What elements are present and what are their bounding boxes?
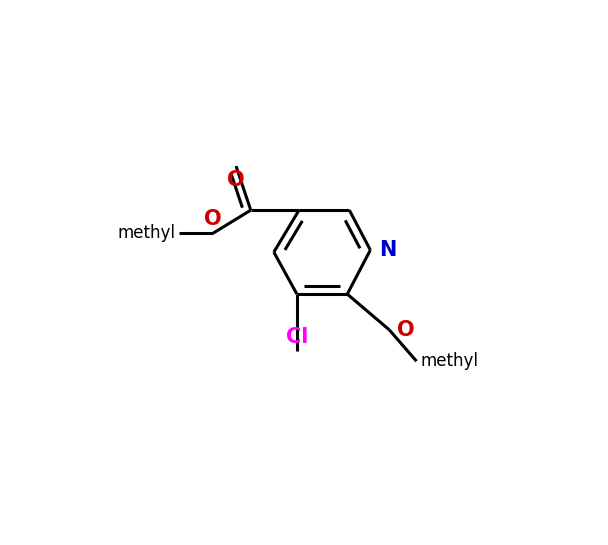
Text: O: O	[204, 209, 222, 229]
Text: O: O	[227, 170, 245, 190]
Text: N: N	[379, 240, 397, 260]
Text: methyl: methyl	[421, 352, 478, 370]
Text: O: O	[397, 320, 415, 340]
Text: Cl: Cl	[286, 326, 308, 347]
Text: methyl: methyl	[117, 224, 175, 243]
